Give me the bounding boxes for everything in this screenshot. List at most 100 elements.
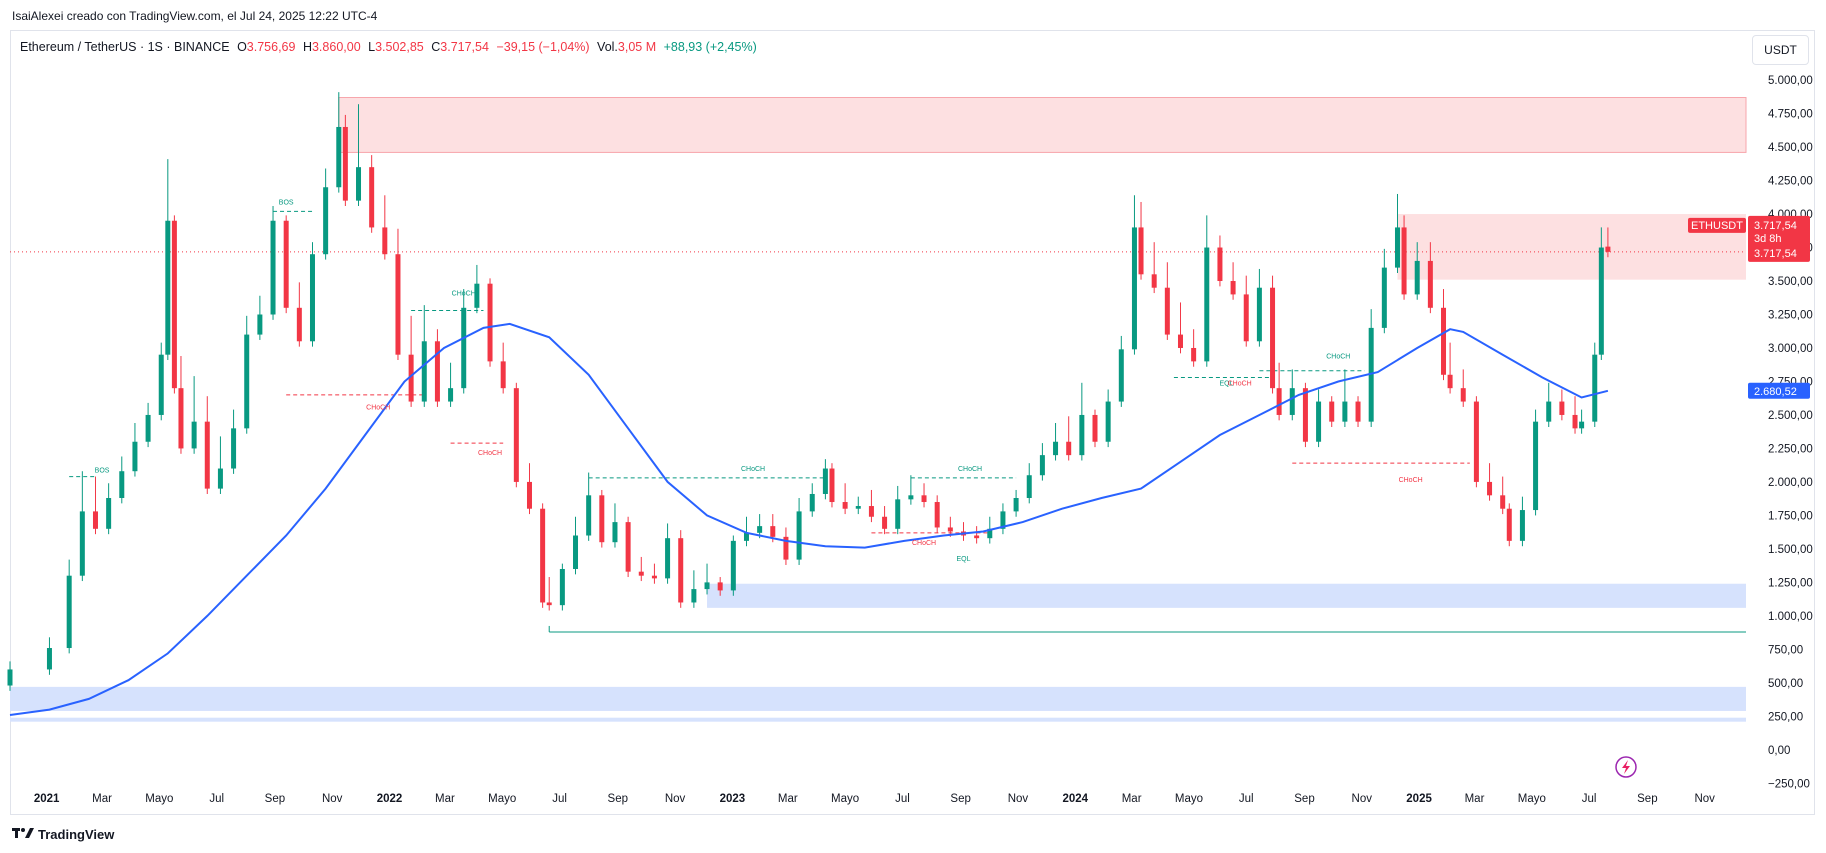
open-value: 3.756,69 xyxy=(246,40,296,54)
x-tick-label: Jul xyxy=(552,793,567,805)
symbol-legend: Ethereum / TetherUS · 1S · BINANCE O3.75… xyxy=(20,40,761,54)
volume-label: Vol. xyxy=(597,40,618,54)
candle-body xyxy=(92,511,98,529)
candle-body xyxy=(1579,421,1585,429)
candle-body xyxy=(638,571,644,576)
candle-body xyxy=(421,341,427,402)
chart-frame xyxy=(10,30,1815,815)
x-tick-label: Mayo xyxy=(1518,793,1546,805)
low-value: 3.502,85 xyxy=(375,40,424,54)
structure-label: CHoCH xyxy=(1228,380,1252,387)
candle-body xyxy=(1487,481,1493,496)
x-tick-label: Nov xyxy=(322,793,343,805)
candle-body xyxy=(586,495,592,536)
candle-body xyxy=(829,468,835,503)
candle-body xyxy=(231,428,237,469)
candle-body xyxy=(474,283,480,308)
candle-body xyxy=(382,227,388,255)
candle-body xyxy=(283,220,289,308)
candle-body xyxy=(171,220,177,389)
candle-body xyxy=(1039,455,1045,476)
x-tick-label: Nov xyxy=(665,793,686,805)
candle-body xyxy=(106,498,112,529)
last-price-tag-text: 3.717,54 xyxy=(1754,220,1797,232)
y-tick-label: 750,00 xyxy=(1768,644,1803,656)
candle-body xyxy=(1276,388,1282,415)
candle-body xyxy=(1355,401,1361,422)
close-label: C xyxy=(431,40,441,54)
candle-body xyxy=(342,126,348,201)
candle-body xyxy=(1092,414,1098,442)
candle-body xyxy=(1342,401,1348,422)
supply-zone xyxy=(1397,214,1746,280)
x-tick-label: Sep xyxy=(1294,793,1314,805)
candle-body xyxy=(1598,247,1604,355)
y-tick-label: 250,00 xyxy=(1768,711,1803,723)
structure-label: CHoCH xyxy=(478,450,502,457)
y-tick-label: 1.250,00 xyxy=(1768,577,1813,589)
x-tick-label: Mar xyxy=(1465,793,1485,805)
x-tick-label: Mar xyxy=(1122,793,1142,805)
candle-body xyxy=(1079,414,1085,456)
symbol-tag-text: ETHUSDT xyxy=(1691,220,1743,232)
y-tick-label: 2.000,00 xyxy=(1768,477,1813,489)
tradingview-brand[interactable]: TradingView xyxy=(12,827,114,842)
candle-body xyxy=(1026,475,1032,498)
y-tick-label: 4.500,00 xyxy=(1768,142,1813,154)
candle-body xyxy=(1053,441,1059,456)
y-tick-label: 500,00 xyxy=(1768,678,1803,690)
x-tick-label: Sep xyxy=(1637,793,1657,805)
x-tick-label: 2023 xyxy=(720,793,746,805)
candle-body xyxy=(79,511,85,576)
candle-body xyxy=(1605,246,1611,252)
candle-body xyxy=(1401,227,1407,295)
open-label: O xyxy=(237,40,247,54)
structure-label: CHoCH xyxy=(1399,477,1423,484)
candle-body xyxy=(612,522,618,543)
structure-label: CHoCH xyxy=(741,466,765,473)
candle-body xyxy=(1519,510,1525,541)
low-label: L xyxy=(368,40,376,54)
candle-body xyxy=(717,582,723,591)
candle-body xyxy=(500,361,506,389)
high-value: 3.860,00 xyxy=(311,40,361,54)
candle-body xyxy=(165,220,171,355)
candle-body xyxy=(559,568,565,606)
candle-body xyxy=(336,126,342,188)
candle-body xyxy=(1217,247,1223,282)
last-price-tag xyxy=(1748,215,1810,262)
candle-body xyxy=(1164,287,1170,335)
candle-body xyxy=(809,493,815,512)
symbol-name[interactable]: Ethereum / TetherUS · 1S · BINANCE xyxy=(20,40,230,54)
candle-body xyxy=(1177,334,1183,348)
structure-label: CHoCH xyxy=(366,405,390,412)
x-tick-label: Nov xyxy=(1352,793,1373,805)
candle-body xyxy=(66,575,72,649)
candle-body xyxy=(921,495,927,503)
candle-body xyxy=(434,341,440,402)
candle-body xyxy=(895,499,901,529)
candle-body xyxy=(1506,508,1512,541)
x-tick-label: Mayo xyxy=(1175,793,1203,805)
candle-body xyxy=(1473,401,1479,482)
demand-zone xyxy=(10,686,1746,711)
structure-label: EQL xyxy=(1220,380,1234,387)
x-tick-label: Nov xyxy=(1694,793,1715,805)
candle-body xyxy=(1316,401,1322,442)
candle-body xyxy=(1592,354,1598,422)
candle-body xyxy=(1394,227,1400,268)
candle-body xyxy=(1546,401,1552,422)
chart-caption: IsaiAlexei creado con TradingView.com, e… xyxy=(12,9,378,23)
candle-body xyxy=(178,388,184,449)
candle-body xyxy=(1066,441,1072,456)
ma-price-tag xyxy=(1748,382,1810,399)
candle-body xyxy=(1230,281,1236,295)
y-tick-label: 0,00 xyxy=(1768,745,1790,757)
candle-body xyxy=(1368,327,1374,422)
x-axis: 2021 Mar Mayo Jul Sep Nov 2022 Mar Mayo Jul Sep Nov… xyxy=(34,793,1715,805)
candle-body xyxy=(1131,227,1137,350)
currency-button[interactable]: USDT xyxy=(1752,35,1809,65)
y-tick-label: 3.500,00 xyxy=(1768,276,1813,288)
candle-body xyxy=(1559,401,1565,415)
